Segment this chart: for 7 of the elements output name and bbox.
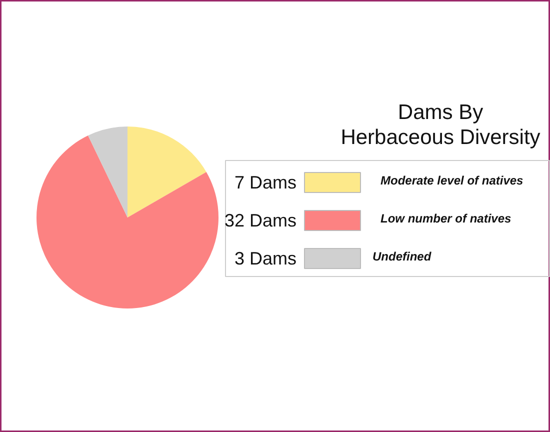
data-label: 3 Dams: [234, 248, 296, 268]
legend-label: Undefined: [372, 250, 432, 264]
data-label: 32 Dams: [224, 210, 297, 230]
chart-title: Dams By Herbaceous Diversity: [340, 101, 541, 149]
data-label: 7 Dams: [234, 172, 296, 192]
legend-label: Moderate level of natives: [380, 174, 524, 188]
legend-label: Low number of natives: [380, 212, 512, 226]
